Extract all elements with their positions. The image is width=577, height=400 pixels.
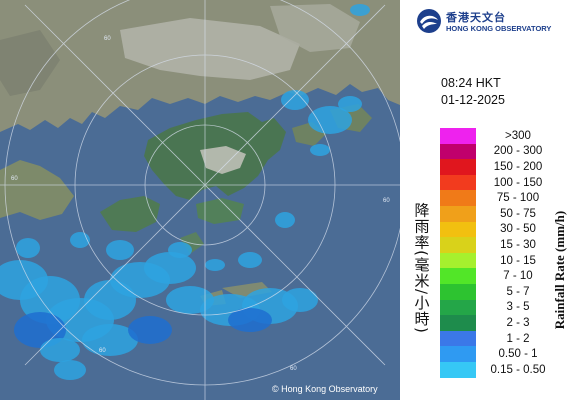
legend-row: 7 - 10	[440, 268, 560, 284]
rain-echo	[338, 96, 362, 112]
legend-row: >300	[440, 128, 560, 144]
radar-map: 60 60 60 60 60 © Hong Kong Observatory	[0, 0, 400, 400]
legend-row: 3 - 5	[440, 299, 560, 316]
legend-swatch	[440, 221, 476, 238]
rain-echo	[40, 338, 80, 362]
legend-label: 5 - 7	[506, 285, 530, 298]
rainfall-legend: >300 200 - 300 150 - 200 100 - 150 75 - 100 5…	[440, 128, 560, 378]
range-label: 60	[99, 348, 106, 354]
legend-row: 30 - 50	[440, 221, 560, 238]
legend-label: 150 - 200	[493, 160, 543, 173]
lamma-island	[180, 232, 204, 254]
rain-echo	[275, 212, 295, 228]
legend-swatch	[440, 252, 476, 269]
legend-swatch	[440, 346, 476, 362]
range-label: 60	[383, 198, 390, 204]
rain-echo	[128, 316, 172, 344]
legend-swatch	[440, 330, 476, 347]
range-label: 60	[11, 176, 18, 182]
lantau-island	[100, 196, 160, 232]
legend-label: 75 - 100	[496, 192, 540, 205]
range-label: 60	[104, 36, 111, 42]
hong-kong-urban-area	[200, 146, 246, 174]
legend-label: 200 - 300	[493, 145, 543, 158]
observation-time: 08:24 HKT	[441, 76, 501, 90]
legend-row: 200 - 300	[440, 143, 560, 160]
legend-swatch	[440, 174, 476, 191]
hko-logo: 香港天文台 HONG KONG OBSERVATORY	[416, 6, 576, 38]
legend-swatch	[440, 159, 476, 175]
legend-swatch	[440, 128, 476, 144]
hko-logo-icon	[417, 9, 441, 33]
legend-row: 5 - 7	[440, 283, 560, 300]
legend-row: 2 - 3	[440, 315, 560, 331]
legend-swatch	[440, 361, 476, 378]
rain-echo	[281, 90, 309, 110]
rain-echo-layer	[0, 4, 370, 380]
legend-row: 0.50 - 1	[440, 346, 560, 362]
legend-swatch	[440, 283, 476, 300]
rain-echo	[54, 360, 86, 380]
rain-echo	[350, 4, 370, 16]
legend-swatch	[440, 143, 476, 160]
legend-swatch	[440, 268, 476, 284]
legend-panel: 香港天文台 HONG KONG OBSERVATORY 08:24 HKT 01…	[400, 0, 577, 400]
rain-echo	[82, 324, 138, 356]
legend-label: 0.15 - 0.50	[490, 363, 546, 376]
legend-swatch	[440, 190, 476, 206]
logo-english-text: HONG KONG OBSERVATORY	[446, 24, 552, 33]
range-rings	[0, 0, 400, 400]
legend-label: 7 - 10	[503, 270, 533, 283]
copyright-notice: © Hong Kong Observatory	[272, 384, 378, 394]
observation-date: 01-12-2025	[441, 93, 505, 107]
range-labels: 60 60 60 60 60	[11, 36, 390, 372]
rain-echo	[228, 308, 272, 332]
legend-label: 2 - 3	[506, 316, 530, 329]
legend-swatch	[440, 299, 476, 316]
mainland-urban-area	[120, 18, 300, 80]
legend-label: 30 - 50	[500, 223, 536, 236]
legend-row: 150 - 200	[440, 159, 560, 175]
legend-label: 3 - 5	[506, 301, 530, 314]
legend-row: 0.15 - 0.50	[440, 361, 560, 378]
legend-row: 10 - 15	[440, 252, 560, 269]
rain-echo	[308, 106, 352, 134]
legend-row: 50 - 75	[440, 205, 560, 222]
legend-row: 100 - 150	[440, 174, 560, 191]
rain-echo	[238, 252, 262, 268]
legend-label: 15 - 30	[500, 238, 536, 251]
legend-label: 0.50 - 1	[498, 348, 538, 361]
legend-swatch	[440, 205, 476, 222]
legend-label: 50 - 75	[500, 207, 536, 220]
range-label: 60	[290, 366, 297, 372]
radar-map-svg: 60 60 60 60 60	[0, 0, 400, 400]
legend-row: 1 - 2	[440, 330, 560, 347]
legend-row: 75 - 100	[440, 190, 560, 206]
range-axis-diagonal-2	[24, 4, 386, 366]
legend-label: 100 - 150	[493, 176, 543, 189]
legend-title-english: Rainfall Rate (mm/h)	[552, 210, 567, 330]
zhuhai-landmass	[0, 160, 74, 220]
rain-echo	[16, 238, 40, 258]
legend-label: >300	[505, 129, 531, 142]
legend-label: 10 - 15	[500, 254, 536, 267]
mainland-urban-area-2	[270, 4, 360, 52]
hong-kong-island	[196, 198, 244, 224]
rain-echo	[282, 288, 318, 312]
legend-swatch	[440, 237, 476, 253]
legend-swatch	[440, 315, 476, 331]
logo-chinese-text: 香港天文台	[446, 11, 506, 24]
rain-echo	[106, 240, 134, 260]
legend-row: 15 - 30	[440, 237, 560, 253]
rain-echo	[310, 144, 330, 156]
legend-label: 1 - 2	[506, 332, 530, 345]
rain-echo	[144, 252, 196, 284]
rain-echo	[205, 259, 225, 271]
mainland-west	[0, 30, 60, 96]
rain-echo	[168, 242, 192, 258]
legend-title-chinese: 降雨率(毫米/小時)	[412, 202, 431, 334]
